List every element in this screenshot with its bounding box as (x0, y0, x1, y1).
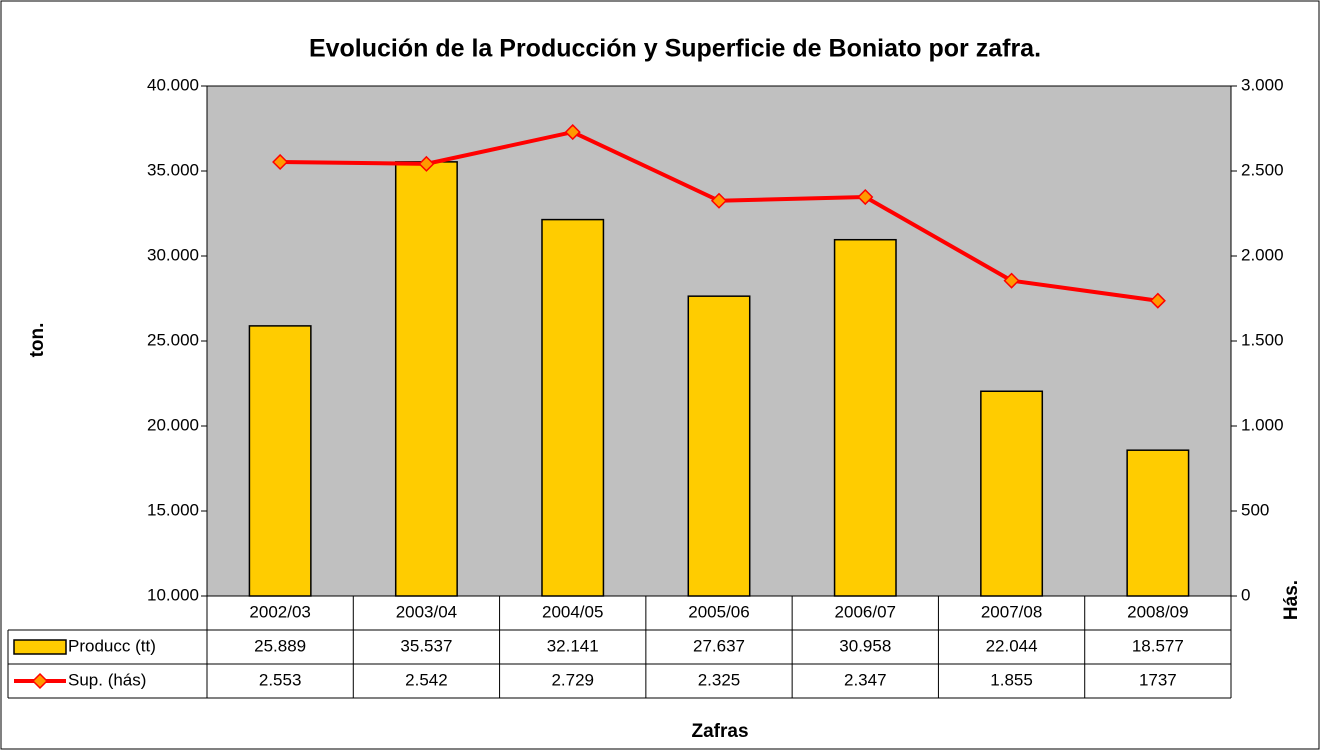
x-tick-label: 2002/03 (249, 602, 310, 621)
x-tick-label: 2008/09 (1127, 602, 1188, 621)
bar (980, 390, 1044, 597)
y-tick-label: 30.000 (147, 245, 199, 264)
y-tick-label: 20.000 (147, 415, 199, 434)
x-tick-label: 2003/04 (396, 602, 457, 621)
legend-key (31, 672, 49, 690)
y-tick-label: 35.000 (147, 160, 199, 179)
chart-title: Evolución de la Producción y Superficie … (309, 35, 1041, 63)
table-value: 25.889 (254, 636, 306, 655)
y2-axis-title: Hás. (1281, 580, 1302, 620)
table-value: 2.729 (551, 670, 594, 689)
x-tick-label: 2007/08 (981, 602, 1042, 621)
table-value: 2.347 (844, 670, 887, 689)
bar (1126, 449, 1190, 597)
table-value: 2.325 (698, 670, 741, 689)
x-tick-label: 2006/07 (835, 602, 896, 621)
line-marker (418, 155, 435, 172)
bar (394, 161, 458, 597)
table-value: 2.542 (405, 670, 448, 689)
y-tick-label: 40.000 (147, 75, 199, 94)
table-value: 2.553 (259, 670, 302, 689)
bar (248, 325, 312, 597)
y2-tick-label: 2.500 (1241, 160, 1284, 179)
line-marker (272, 153, 289, 171)
bar (687, 295, 751, 597)
y-axis-title: ton. (27, 323, 48, 358)
y2-tick-label: 1.000 (1241, 415, 1284, 434)
table-value: 18.577 (1132, 636, 1184, 655)
y2-tick-label: 3.000 (1241, 75, 1284, 94)
table-value: 32.141 (547, 636, 599, 655)
y-tick-label: 10.000 (147, 585, 199, 604)
y-tick-label: 25.000 (147, 330, 199, 349)
y2-tick-label: 500 (1241, 500, 1269, 519)
y2-tick-label: 2.000 (1241, 245, 1284, 264)
line-marker (857, 188, 874, 206)
line-marker (1149, 292, 1166, 309)
bar (541, 218, 605, 597)
legend-key (13, 639, 67, 655)
line-marker (710, 192, 728, 209)
table-value: 30.958 (839, 636, 891, 655)
bar (833, 238, 897, 597)
table-value: 1737 (1139, 670, 1177, 689)
line-marker (564, 124, 581, 141)
x-axis-title: Zafras (691, 721, 748, 742)
legend-label: Sup. (hás) (68, 670, 146, 689)
y-tick-label: 15.000 (147, 500, 199, 519)
table-value: 22.044 (986, 636, 1038, 655)
table-value: 1.855 (990, 670, 1033, 689)
y2-tick-label: 1.500 (1241, 330, 1284, 349)
table-value: 35.537 (400, 636, 452, 655)
x-tick-label: 2005/06 (688, 602, 749, 621)
legend-label: Producc (tt) (68, 636, 156, 655)
x-tick-label: 2004/05 (542, 602, 603, 621)
line-marker (1003, 272, 1020, 289)
table-value: 27.637 (693, 636, 745, 655)
y2-tick-label: 0 (1241, 585, 1250, 604)
